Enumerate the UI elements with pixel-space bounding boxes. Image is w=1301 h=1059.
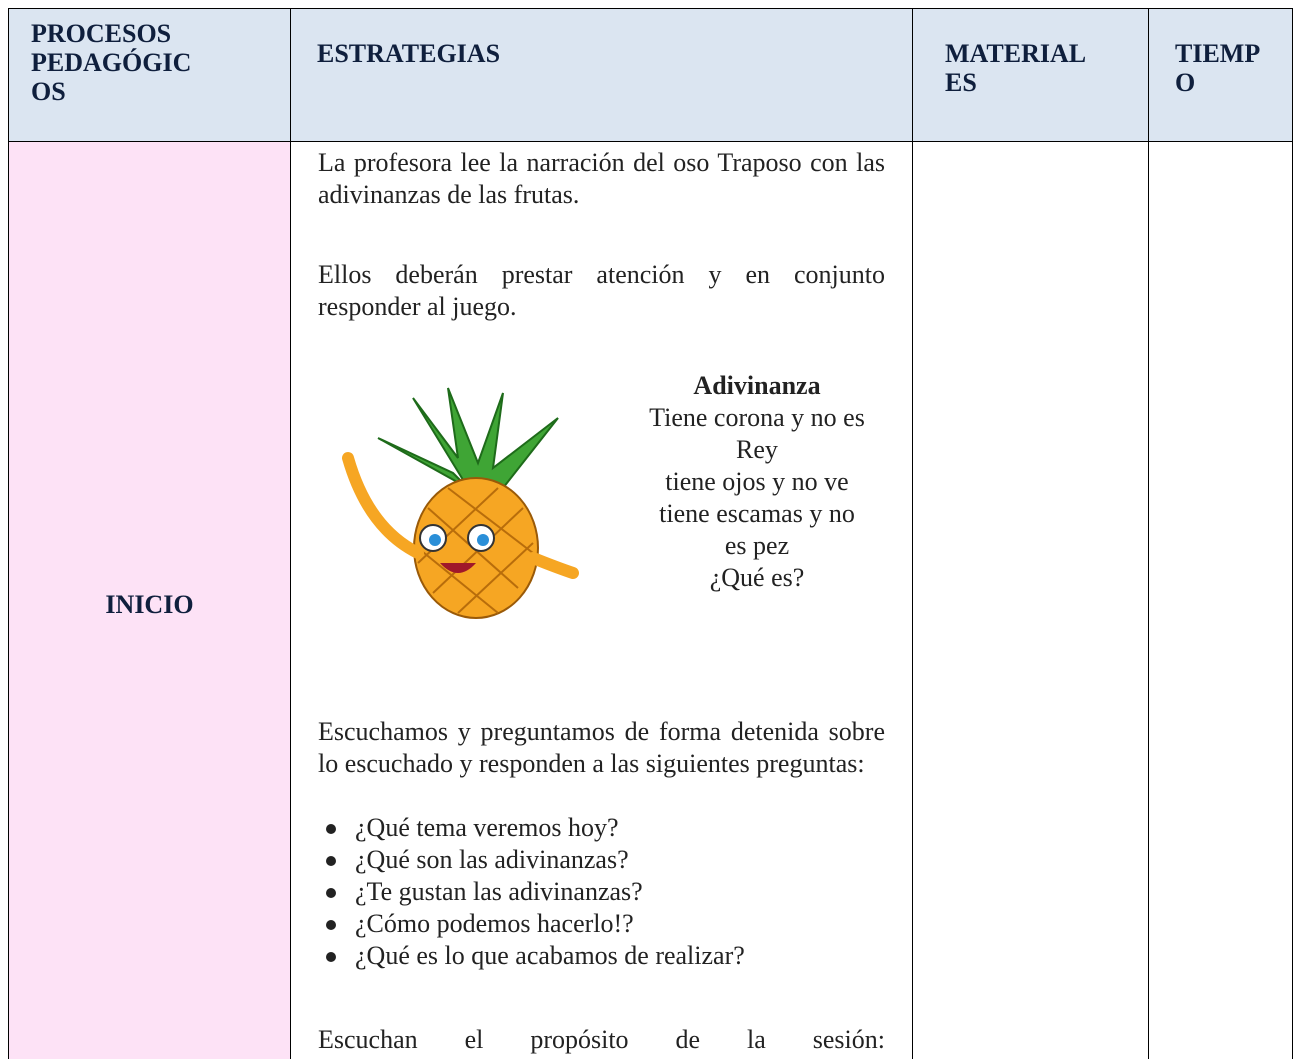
header-cell: ESTRATEGIAS: [290, 8, 913, 142]
riddle: Adivinanza Tiene corona y no es Rey tien…: [612, 370, 902, 594]
header-cell: PROCESOS PEDAGÓGIC OS: [8, 8, 291, 142]
question-list: ¿Qué tema veremos hoy? ¿Qué son las adiv…: [318, 812, 745, 972]
question: ¿Te gustan las adivinanzas?: [318, 876, 745, 908]
header-text: TIEMP: [1175, 39, 1261, 68]
header-text: PROCESOS: [31, 19, 172, 48]
header-cell: MATERIAL ES: [912, 8, 1149, 142]
paragraph: La profesora lee la narración del oso Tr…: [318, 148, 885, 209]
riddle-line: es pez: [724, 531, 790, 560]
riddle-line: Tiene corona y no es: [649, 403, 865, 432]
time-cell: [1148, 141, 1293, 1059]
header-text: ESTRATEGIAS: [317, 39, 501, 68]
header-cell: TIEMP O: [1148, 8, 1293, 142]
riddle-line: Rey: [736, 435, 778, 464]
question: ¿Qué es lo que acabamos de realizar?: [318, 940, 745, 972]
header-text: O: [1175, 68, 1196, 97]
paragraph: Escuchamos y preguntamos de forma deteni…: [318, 717, 885, 778]
stage-cell: INICIO: [8, 141, 291, 1059]
question: ¿Qué son las adivinanzas?: [318, 844, 745, 876]
paragraph: Escuchan el propósito de la sesión:: [318, 1025, 885, 1054]
question: ¿Qué tema veremos hoy?: [318, 812, 745, 844]
materials-cell: [912, 141, 1149, 1059]
riddle-line: tiene ojos y no ve: [665, 467, 849, 496]
stage-label: INICIO: [105, 590, 194, 619]
riddle-line: tiene escamas y no: [659, 499, 855, 528]
question: ¿Cómo podemos hacerlo!?: [318, 908, 745, 940]
pineapple-illustration: [342, 387, 579, 619]
header-text: ES: [945, 68, 977, 97]
paragraph: Ellos deberán prestar atención y en conj…: [318, 260, 885, 321]
riddle-line: ¿Qué es?: [709, 563, 805, 592]
header-text: PEDAGÓGIC: [31, 48, 192, 77]
header-text: MATERIAL: [945, 39, 1087, 68]
header-text: OS: [31, 77, 66, 106]
riddle-title: Adivinanza: [693, 371, 821, 400]
